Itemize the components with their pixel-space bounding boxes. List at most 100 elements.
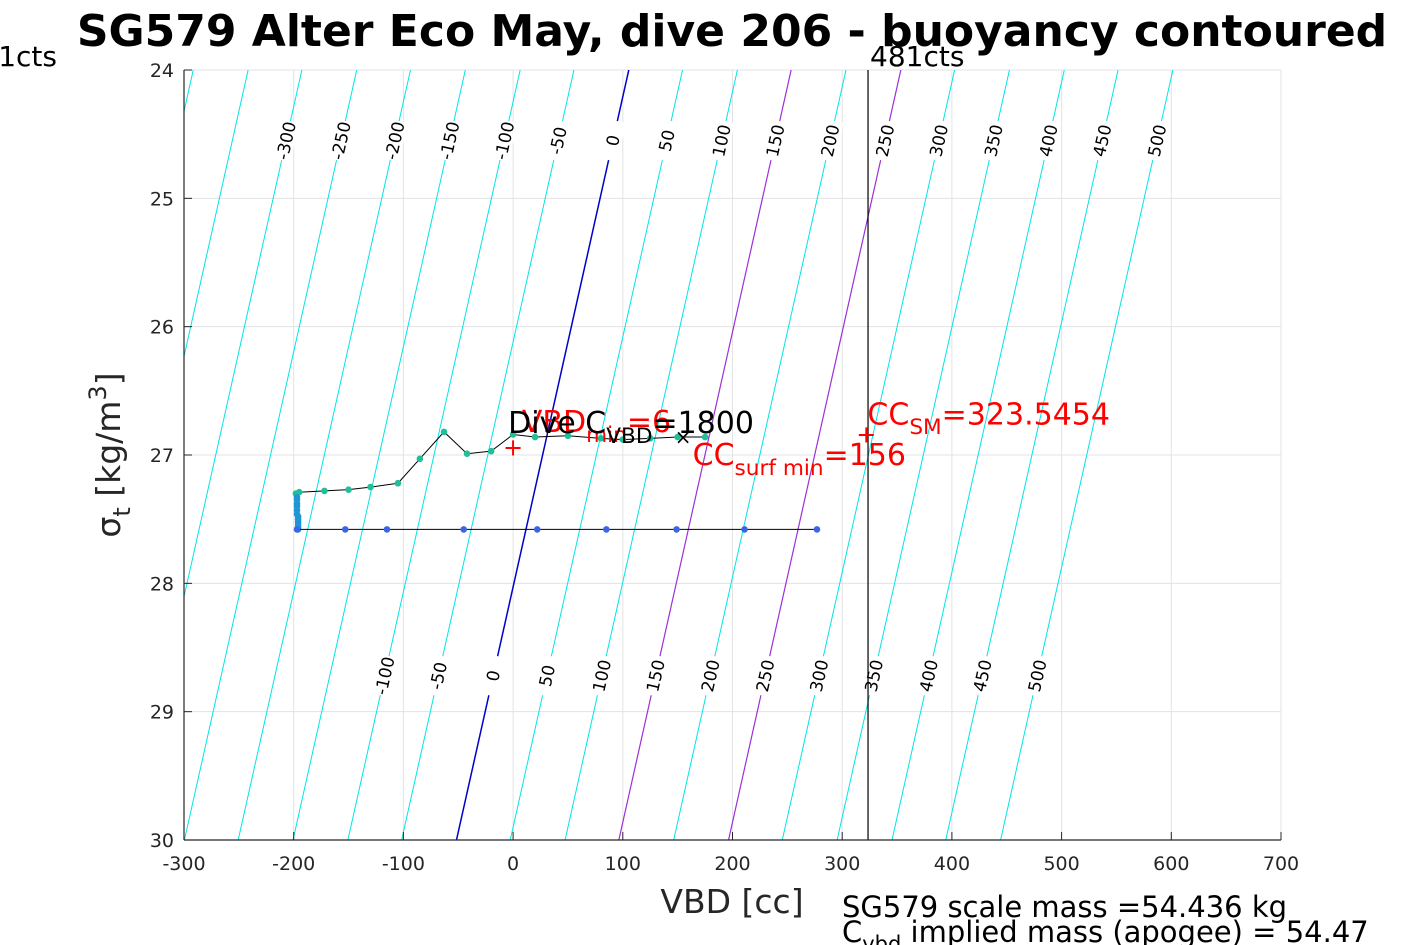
contour-line [184, 70, 303, 600]
contour-label-bg [1089, 119, 1116, 163]
y-tick-label: 29 [150, 702, 174, 724]
scale-mass-note: SG579 scale mass =54.436 kg [842, 890, 1287, 924]
contour-label-bg [381, 119, 408, 163]
contour-label-bg [653, 119, 680, 163]
contour-label: -100 [491, 120, 519, 162]
bottom_line-point [603, 526, 610, 533]
contour-label-bg [327, 119, 355, 163]
x-tick-label: 300 [824, 853, 860, 875]
contour-label: 400 [1036, 123, 1063, 159]
contour-line [1000, 70, 1174, 840]
contour-label-bg [272, 119, 300, 163]
dive_line-point [646, 435, 654, 442]
bottom_line-point [460, 526, 468, 533]
contour-label: 450 [1090, 123, 1117, 159]
contour-label-bg [871, 119, 899, 163]
contour-label-bg [599, 119, 627, 163]
contour-label-bg [752, 654, 779, 698]
cc-sm-vertical-line: 481cts 1cts [0, 40, 964, 840]
contour-label: 500 [1145, 123, 1172, 159]
contour-label: 300 [807, 658, 834, 694]
bottom_line-point [383, 526, 391, 533]
contour-label: -150 [437, 120, 465, 162]
bottom_line-point [533, 526, 541, 533]
axes: -300 -200 -100 0 100 200 300 400 500 600 700242526… [150, 60, 1299, 875]
contour-label-bg [697, 654, 724, 698]
contour-line [727, 70, 902, 840]
contour-label-bg [533, 654, 561, 698]
contour-label-bg [817, 119, 844, 163]
contour-line [0, 0, 167, 945]
contour-label-bg [860, 654, 888, 698]
bottom_line-point [813, 526, 821, 533]
x-tick-label: 0 [507, 853, 519, 875]
x-tick-label: 600 [1153, 853, 1189, 875]
x-tick-label: 400 [934, 853, 970, 875]
dive_line-path [295, 431, 706, 494]
implied-mass-note: Cvbd implied mass (apogee) = 54.47 [842, 915, 1369, 945]
annotation-cc_sm: CCSM=323.5454 [867, 397, 1110, 440]
contour-label-bg [708, 119, 735, 163]
contour-label-bg [371, 654, 398, 698]
dive_line-point [531, 433, 539, 441]
contour-label: 200 [818, 123, 845, 159]
contour-label: 50 [536, 663, 560, 688]
x-tick-label: 100 [605, 853, 641, 875]
contour-line [618, 70, 792, 840]
bottom_line-point [341, 526, 349, 533]
contour-label: 300 [926, 123, 953, 159]
x-tick-label: -300 [162, 853, 205, 875]
contour-line [564, 70, 738, 840]
annotation-dive_cvbd: Dive CVBD=1800 [508, 406, 754, 449]
contour-line [237, 70, 411, 840]
contour-line [945, 70, 1119, 840]
contour-label-bg [1035, 119, 1062, 163]
contour-label: 400 [916, 658, 943, 694]
contour-line [184, 70, 249, 359]
dive_line-point [701, 433, 709, 441]
dive_line-point [597, 435, 605, 442]
contour-label-bg [980, 119, 1007, 163]
contour-line [401, 70, 575, 840]
contour-label: -100 [372, 655, 400, 697]
bottom_line-point [673, 526, 680, 533]
annotation-cc_surf_min: CCsurf min=156 [693, 438, 906, 481]
contour-label: 200 [698, 658, 725, 694]
dive_line-point [394, 479, 402, 487]
contour-label: 500 [1025, 658, 1052, 694]
contour-label-bg [915, 654, 942, 698]
contour-line [509, 70, 684, 840]
contour-label: -200 [382, 120, 410, 162]
contour-label-bg [544, 119, 572, 163]
dive_line-point [321, 487, 328, 495]
contour-label-bg [480, 654, 507, 698]
counts-right-label: 481cts [870, 40, 964, 73]
contour-label-bg [1024, 654, 1051, 698]
contour-label: 0 [603, 133, 625, 148]
contour-label-bg [425, 654, 452, 698]
dive_line-point [463, 450, 471, 458]
dive_line-point [416, 455, 424, 463]
contour-line [891, 70, 1065, 840]
dive-series [292, 332, 821, 533]
contour-label: 250 [873, 123, 900, 159]
contour-label: 450 [970, 658, 997, 694]
dive_line-point [487, 447, 495, 455]
dive_line-point [619, 436, 627, 443]
contour-label: 100 [709, 123, 736, 159]
contour-label-bg [491, 119, 518, 163]
contour-line [292, 70, 466, 840]
contour-label: 350 [862, 658, 889, 694]
contour-line [836, 70, 1010, 840]
dive_line-point [367, 483, 374, 491]
contour-label-bg [1143, 119, 1171, 163]
y-tick-label: 28 [150, 573, 174, 595]
contour-label-bg [925, 119, 952, 163]
contour-label-bg [969, 654, 996, 698]
y-tick-label: 24 [150, 60, 174, 82]
x-tick-label: 200 [714, 853, 750, 875]
dive_line-point [509, 431, 517, 438]
contour-label-bg [762, 119, 789, 163]
